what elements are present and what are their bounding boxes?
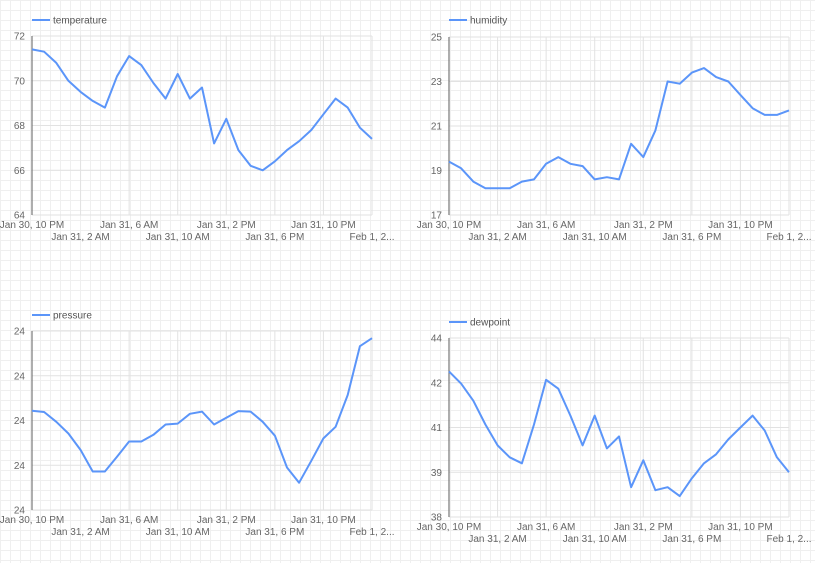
y-tick-label: 70 bbox=[14, 76, 26, 87]
y-tick-label: 72 bbox=[14, 32, 26, 43]
y-tick-label: 21 bbox=[431, 122, 443, 133]
legend[interactable]: humidity bbox=[449, 16, 507, 27]
x-tick-label: Jan 30, 10 PM bbox=[417, 522, 481, 533]
x-tick-label: Jan 31, 10 PM bbox=[708, 220, 772, 231]
y-tick-label: 44 bbox=[431, 334, 443, 345]
y-tick-label: 38 bbox=[431, 513, 443, 524]
x-tick-label: Jan 31, 6 PM bbox=[245, 527, 304, 538]
x-tick-label: Jan 31, 2 PM bbox=[614, 522, 673, 533]
x-tick-label: Jan 31, 2 AM bbox=[51, 232, 109, 243]
y-tick-label: 19 bbox=[431, 166, 443, 177]
x-tick-label: Jan 31, 6 PM bbox=[662, 232, 721, 243]
x-tick-label: Jan 30, 10 PM bbox=[417, 220, 481, 231]
x-tick-label: Feb 1, 2... bbox=[349, 232, 394, 243]
series-line-pressure bbox=[31, 337, 373, 484]
y-tick-label: 24 bbox=[14, 416, 26, 427]
x-tick-label: Jan 31, 10 AM bbox=[563, 232, 627, 243]
y-tick-label: 17 bbox=[431, 211, 443, 222]
y-tick-label: 68 bbox=[14, 121, 26, 132]
y-tick-label: 23 bbox=[431, 77, 443, 88]
legend[interactable]: dewpoint bbox=[449, 318, 510, 329]
y-tick-label: 24 bbox=[14, 461, 26, 472]
x-tick-label: Jan 30, 10 PM bbox=[0, 220, 64, 231]
x-tick-label: Feb 1, 2... bbox=[766, 232, 811, 243]
x-tick-label: Jan 31, 6 AM bbox=[517, 220, 575, 231]
y-tick-label: 66 bbox=[14, 166, 26, 177]
x-tick-label: Jan 31, 10 PM bbox=[291, 220, 355, 231]
x-tick-label: Jan 31, 2 AM bbox=[468, 534, 526, 545]
x-tick-label: Jan 31, 6 AM bbox=[100, 220, 158, 231]
x-tick-label: Jan 30, 10 PM bbox=[0, 515, 64, 526]
x-tick-label: Jan 31, 2 PM bbox=[614, 220, 673, 231]
x-tick-label: Jan 31, 6 AM bbox=[517, 522, 575, 533]
y-tick-label: 42 bbox=[431, 378, 443, 389]
legend-label: pressure bbox=[53, 311, 92, 322]
x-tick-label: Jan 31, 6 AM bbox=[100, 515, 158, 526]
legend[interactable]: pressure bbox=[32, 311, 92, 322]
x-tick-label: Jan 31, 2 PM bbox=[197, 515, 256, 526]
x-tick-label: Jan 31, 10 AM bbox=[146, 232, 210, 243]
y-tick-label: 24 bbox=[14, 371, 26, 382]
x-tick-label: Jan 31, 10 AM bbox=[146, 527, 210, 538]
x-tick-label: Jan 31, 2 PM bbox=[197, 220, 256, 231]
y-tick-label: 24 bbox=[14, 327, 26, 338]
series-line-dewpoint bbox=[448, 370, 790, 498]
x-tick-label: Jan 31, 10 AM bbox=[563, 534, 627, 545]
legend-label: humidity bbox=[470, 16, 507, 27]
y-tick-label: 25 bbox=[431, 33, 443, 44]
x-tick-label: Jan 31, 10 PM bbox=[291, 515, 355, 526]
x-tick-label: Feb 1, 2... bbox=[349, 527, 394, 538]
x-tick-label: Jan 31, 2 AM bbox=[468, 232, 526, 243]
legend-label: temperature bbox=[53, 16, 107, 27]
series-line-temperature bbox=[31, 48, 373, 172]
y-tick-label: 24 bbox=[14, 506, 26, 517]
x-tick-label: Jan 31, 2 AM bbox=[51, 527, 109, 538]
y-tick-label: 41 bbox=[431, 423, 443, 434]
x-tick-label: Jan 31, 6 PM bbox=[662, 534, 721, 545]
x-tick-label: Jan 31, 10 PM bbox=[708, 522, 772, 533]
legend-label: dewpoint bbox=[470, 318, 510, 329]
x-tick-label: Feb 1, 2... bbox=[766, 534, 811, 545]
y-tick-label: 64 bbox=[14, 211, 26, 222]
y-tick-label: 39 bbox=[431, 468, 443, 479]
legend[interactable]: temperature bbox=[32, 16, 107, 27]
x-tick-label: Jan 31, 6 PM bbox=[245, 232, 304, 243]
